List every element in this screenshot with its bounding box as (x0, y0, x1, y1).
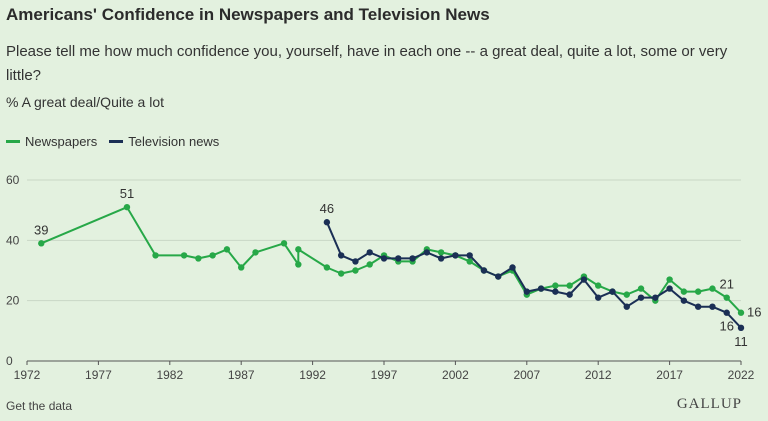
legend-item-newspapers[interactable]: Newspapers (6, 134, 97, 149)
data-point-newspapers (694, 288, 702, 295)
data-point-television (409, 255, 416, 262)
legend-item-television[interactable]: Television news (109, 134, 219, 149)
data-point-newspapers (238, 264, 245, 271)
data-point-newspapers (637, 285, 645, 292)
x-tick-label: 1977 (85, 368, 112, 382)
x-tick-label: 2017 (656, 368, 683, 382)
data-point-television (466, 252, 473, 259)
data-point-television (395, 255, 402, 262)
data-point-television (566, 291, 573, 298)
data-point-television (723, 309, 730, 316)
x-tick-label: 1997 (371, 368, 398, 382)
data-point-television (580, 276, 588, 283)
unit-label: % A great deal/Quite a lot (6, 94, 164, 110)
data-point-television (366, 249, 373, 256)
data-point-television (509, 264, 516, 271)
data-point-television (709, 303, 716, 310)
data-point-newspapers (552, 282, 559, 289)
data-point-newspapers (680, 288, 688, 295)
data-point-newspapers (595, 282, 602, 289)
data-point-newspapers (623, 291, 630, 298)
series-line-newspapers (40, 206, 742, 314)
data-point-television (537, 285, 545, 292)
x-tick-label: 2007 (513, 368, 540, 382)
chart-title: Americans' Confidence in Newspapers and … (6, 5, 490, 24)
x-tick-label: 1992 (299, 368, 326, 382)
data-label-newspapers: 21 (719, 277, 733, 292)
x-tick-label: 1987 (228, 368, 255, 382)
x-tick-label: 2022 (728, 368, 755, 382)
data-point-newspapers (195, 255, 202, 262)
data-point-television (623, 303, 630, 310)
legend-label-newspapers: Newspapers (25, 134, 98, 149)
data-point-television (352, 258, 359, 265)
data-point-newspapers (123, 203, 131, 211)
data-point-television (380, 255, 388, 262)
x-tick-label: 2012 (585, 368, 612, 382)
data-point-newspapers (337, 270, 345, 277)
data-point-television (694, 303, 702, 310)
data-label-television: 46 (320, 201, 334, 216)
data-point-newspapers (709, 285, 716, 292)
data-point-newspapers (209, 252, 216, 259)
data-label-newspapers: 51 (120, 186, 134, 201)
data-point-newspapers (666, 276, 673, 283)
data-point-newspapers (38, 240, 45, 247)
data-point-television (323, 219, 331, 226)
legend: Newspapers Television news (6, 134, 219, 149)
data-point-television (595, 294, 602, 301)
data-point-newspapers (295, 246, 302, 253)
data-point-television (452, 252, 459, 259)
legend-label-television: Television news (128, 134, 220, 149)
data-point-newspapers (466, 258, 473, 265)
data-label-television: 16 (719, 319, 733, 334)
legend-swatch-television (109, 140, 124, 143)
data-point-television (666, 285, 673, 292)
y-tick-label: 60 (6, 173, 20, 187)
data-point-television (480, 267, 488, 274)
x-tick-label: 2002 (442, 368, 469, 382)
data-point-newspapers (437, 249, 445, 256)
chart-subtitle: Please tell me how much confidence you, … (6, 43, 728, 84)
data-point-newspapers (180, 252, 188, 259)
data-point-newspapers (352, 267, 359, 274)
data-point-television (609, 288, 616, 295)
data-point-television (680, 297, 688, 304)
data-label-newspapers: 39 (34, 222, 48, 237)
data-label-newspapers: 16 (747, 305, 761, 320)
x-tick-label: 1972 (14, 368, 41, 382)
y-tick-label: 40 (6, 233, 20, 247)
data-point-television (437, 255, 445, 262)
data-point-television (552, 288, 559, 295)
data-point-newspapers (223, 246, 231, 253)
data-point-newspapers (280, 240, 288, 247)
data-point-television (523, 288, 530, 295)
data-point-television (495, 273, 502, 280)
data-point-newspapers (566, 282, 573, 289)
data-point-television (652, 294, 659, 301)
data-point-television (737, 324, 745, 332)
data-point-newspapers (295, 261, 302, 268)
series-line-television (325, 221, 742, 329)
data-point-newspapers (323, 264, 331, 271)
y-tick-label: 20 (6, 294, 20, 308)
data-point-newspapers (152, 252, 159, 259)
gallup-logo: GALLUP (676, 396, 742, 412)
data-label-television: 11 (734, 334, 748, 349)
x-tick-label: 1982 (156, 368, 183, 382)
data-point-newspapers (723, 294, 730, 301)
data-point-newspapers (366, 261, 373, 268)
data-point-newspapers (252, 249, 259, 256)
get-data-link[interactable]: Get the data (6, 399, 73, 413)
data-point-television (423, 249, 431, 256)
data-point-television (337, 252, 345, 259)
legend-swatch-newspapers (6, 140, 20, 143)
data-point-newspapers (737, 309, 745, 316)
data-point-television (637, 294, 645, 301)
y-tick-label: 0 (6, 354, 13, 368)
